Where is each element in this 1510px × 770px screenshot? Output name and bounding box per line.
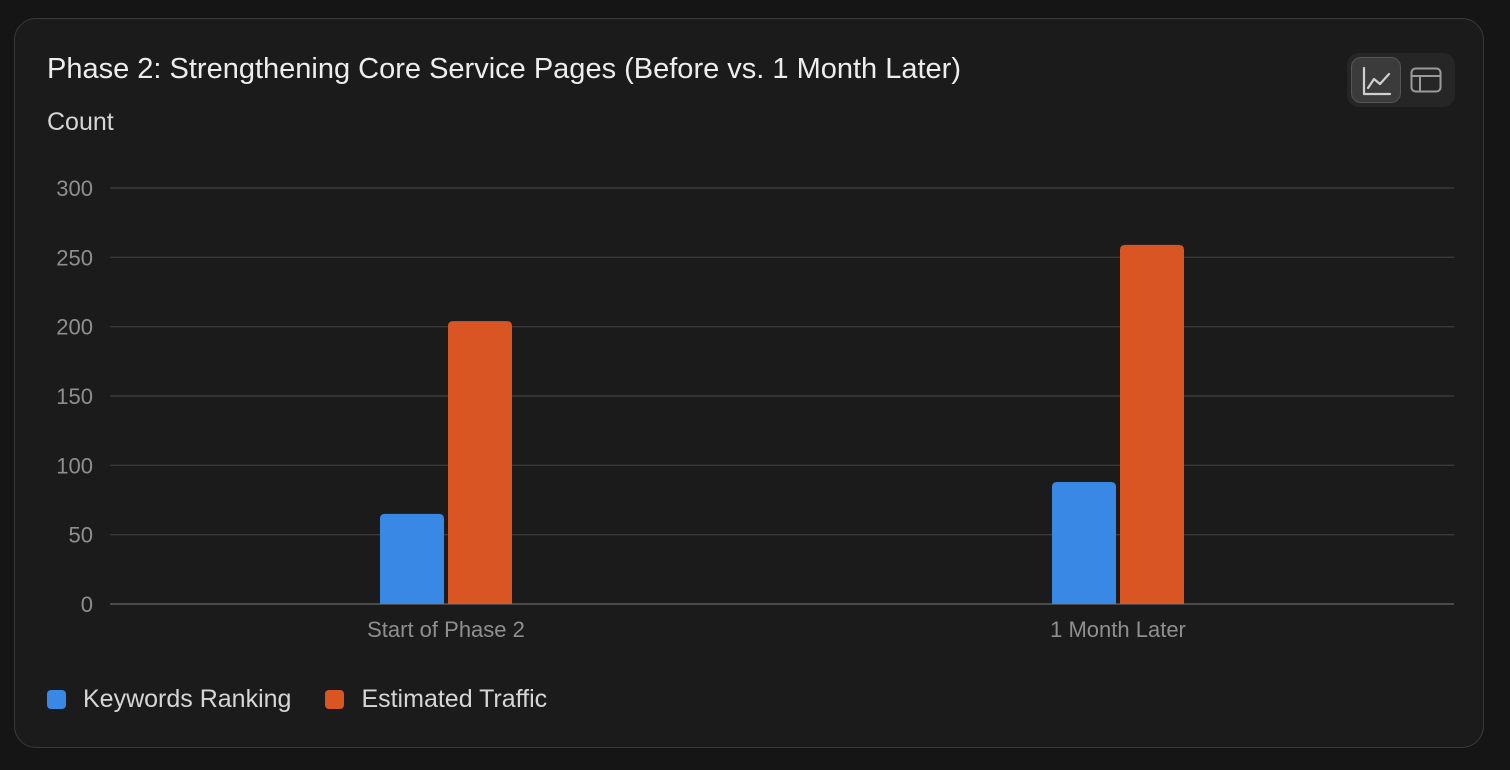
y-tick-label: 0 bbox=[81, 592, 93, 617]
x-tick-label: Start of Phase 2 bbox=[367, 617, 525, 642]
view-toggle bbox=[1347, 53, 1455, 107]
chart-title: Phase 2: Strengthening Core Service Page… bbox=[47, 53, 961, 85]
y-tick-label: 100 bbox=[56, 453, 93, 478]
line-chart-view-button[interactable] bbox=[1351, 57, 1401, 103]
y-tick-label: 300 bbox=[56, 176, 93, 201]
y-axis-label: Count bbox=[47, 108, 114, 136]
x-tick-label: 1 Month Later bbox=[1050, 617, 1186, 642]
bar-chart: 0 50 100 150 200 250 300 Start of Phase 2 1 Mont… bbox=[56, 176, 1454, 642]
legend-swatch bbox=[47, 690, 66, 709]
legend-item[interactable]: Keywords Ranking bbox=[47, 685, 291, 714]
y-tick-label: 250 bbox=[56, 245, 93, 270]
legend-swatch bbox=[325, 690, 345, 709]
legend-label: Keywords Ranking bbox=[83, 685, 292, 713]
bar-keywords-ranking[interactable] bbox=[1052, 481, 1116, 604]
y-tick-label: 200 bbox=[56, 315, 93, 340]
legend-label: Estimated Traffic bbox=[361, 685, 548, 713]
bar-estimated-traffic[interactable] bbox=[448, 321, 512, 604]
table-icon bbox=[1410, 67, 1442, 93]
line-chart-icon bbox=[1362, 66, 1392, 96]
y-tick-label: 150 bbox=[56, 384, 93, 409]
chart-legend: Keywords Ranking Estimated Traffic bbox=[47, 685, 581, 714]
chart-card: Phase 2: Strengthening Core Service Page… bbox=[14, 18, 1484, 748]
y-tick-label: 50 bbox=[69, 523, 93, 548]
bar-estimated-traffic[interactable] bbox=[1120, 244, 1184, 604]
bar-keywords-ranking[interactable] bbox=[380, 513, 444, 604]
legend-item[interactable]: Estimated Traffic bbox=[325, 685, 547, 714]
table-view-button[interactable] bbox=[1401, 57, 1451, 103]
